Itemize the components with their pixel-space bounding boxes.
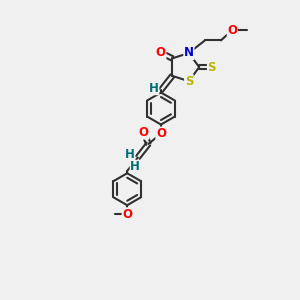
Text: O: O <box>156 127 166 140</box>
Text: H: H <box>125 148 135 160</box>
Text: O: O <box>139 126 149 139</box>
Text: N: N <box>184 46 194 59</box>
Text: S: S <box>208 61 216 74</box>
Text: H: H <box>130 160 140 173</box>
Text: O: O <box>122 208 132 221</box>
Text: H: H <box>149 82 159 94</box>
Text: O: O <box>227 24 237 37</box>
Text: S: S <box>184 75 193 88</box>
Text: O: O <box>156 46 166 59</box>
